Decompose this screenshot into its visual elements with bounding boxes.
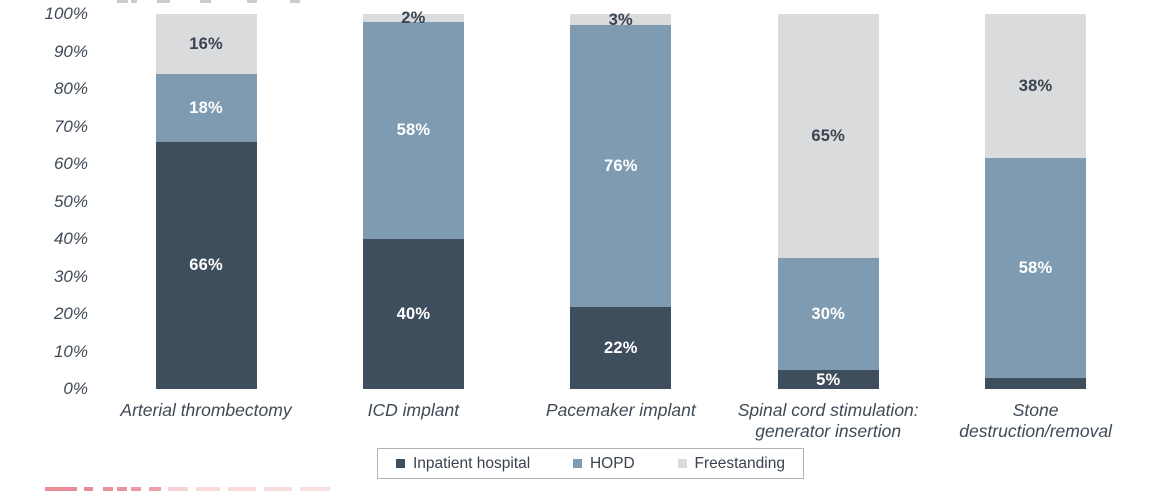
bar-segment (155, 141, 257, 389)
clipped-text-mark (200, 0, 211, 3)
segment-value-label: 5% (816, 370, 841, 389)
y-axis-tick-label: 80% (53, 79, 88, 98)
clipped-red-text-mark (131, 487, 141, 491)
stacked-bar-5: 3%58%38% (985, 0, 1087, 389)
clipped-red-text-mark (300, 487, 330, 491)
segment-value-label: 40% (396, 305, 431, 323)
legend-item-hopd: HOPD (572, 454, 635, 473)
segment-value-label: 58% (1018, 258, 1053, 277)
hopd-swatch-icon (572, 459, 582, 468)
segment-value-label: 76% (603, 157, 638, 176)
bar-segment (985, 377, 1087, 389)
y-axis-tick-label: 0% (63, 379, 88, 398)
bar-segment (155, 14, 257, 74)
legend-item-inpatient-hospital: Inpatient hospital (396, 455, 530, 473)
segment-value-label: 18% (189, 98, 223, 117)
clipped-text-mark (117, 0, 128, 3)
stacked-bar-4: 5% 30% 65% (777, 0, 879, 389)
segment-value-label: 2% (401, 8, 426, 27)
category-label: Stone destruction/removal (959, 400, 1112, 441)
category-label: Arterial thrombectomy (120, 400, 292, 420)
legend-label: Inpatient hospital (413, 454, 531, 472)
y-axis-tick-label: 90% (53, 41, 88, 61)
legend-item-freestanding: Freestanding (677, 454, 785, 473)
bar-segment (570, 307, 672, 389)
clipped-text-mark (290, 0, 300, 3)
segment-value-label: 66% (189, 256, 223, 275)
bar-segment (570, 14, 672, 26)
y-axis-tick-label: 10% (53, 341, 88, 361)
bar-segment (362, 21, 464, 239)
clipped-red-text-mark (84, 487, 93, 491)
clipped-red-text-mark (196, 487, 220, 491)
category-label: Pacemaker implant (545, 400, 696, 420)
legend: Inpatient hospital HOPD Freestanding (377, 448, 804, 479)
clipped-text-mark (247, 0, 257, 3)
bar-segment (777, 257, 879, 371)
bar-segment (985, 157, 1087, 378)
y-axis-tick-label: 100% (44, 4, 88, 23)
segment-value-label: 58% (396, 121, 431, 140)
bar-segment (777, 370, 879, 389)
y-axis-tick-label: 20% (53, 304, 88, 323)
bar-segment (362, 14, 464, 22)
category-label: Spinal cord stimulation: generator insert… (737, 400, 919, 441)
legend-label: Freestanding (694, 454, 785, 472)
bar-segment (362, 239, 464, 389)
clipped-red-text-mark (117, 487, 127, 491)
y-axis-tick-label: 50% (53, 191, 88, 211)
clipped-text-mark (157, 0, 170, 3)
bar-segment (777, 14, 879, 258)
clipped-red-text-mark (228, 487, 256, 491)
clipped-red-text-mark (264, 487, 292, 491)
bar-segment (985, 14, 1087, 158)
legend-label: HOPD (589, 454, 635, 472)
y-axis-tick-label: 70% (53, 116, 88, 136)
y-axis-tick-label: 60% (53, 154, 88, 173)
inpatient-hospital-swatch-icon (396, 459, 405, 468)
clipped-red-text-mark (103, 487, 113, 491)
segment-value-label: 3% (608, 10, 633, 29)
stacked-bar-1: 66% 18% 16% (155, 0, 257, 389)
segment-value-label: 30% (811, 305, 845, 323)
category-label: ICD implant (367, 400, 460, 420)
stacked-bar-3: 22% 76% 3% (570, 0, 672, 389)
segment-value-label: 38% (1018, 76, 1053, 95)
segment-value-label: 22% (603, 339, 638, 358)
y-axis-tick-label: 30% (53, 266, 88, 286)
bar-segment (570, 25, 672, 308)
segment-value-label: 16% (189, 35, 223, 53)
stacked-bar-2: 40% 58% 2% (362, 0, 464, 389)
clipped-red-text-mark (149, 487, 161, 491)
clipped-red-text-mark (45, 487, 77, 491)
y-axis-tick-label: 40% (53, 229, 88, 248)
clipped-red-text-mark (168, 487, 188, 491)
freestanding-swatch-icon (677, 459, 687, 468)
segment-value-label: 65% (811, 126, 845, 145)
bar-segment (155, 74, 257, 142)
clipped-text-mark (131, 0, 137, 3)
